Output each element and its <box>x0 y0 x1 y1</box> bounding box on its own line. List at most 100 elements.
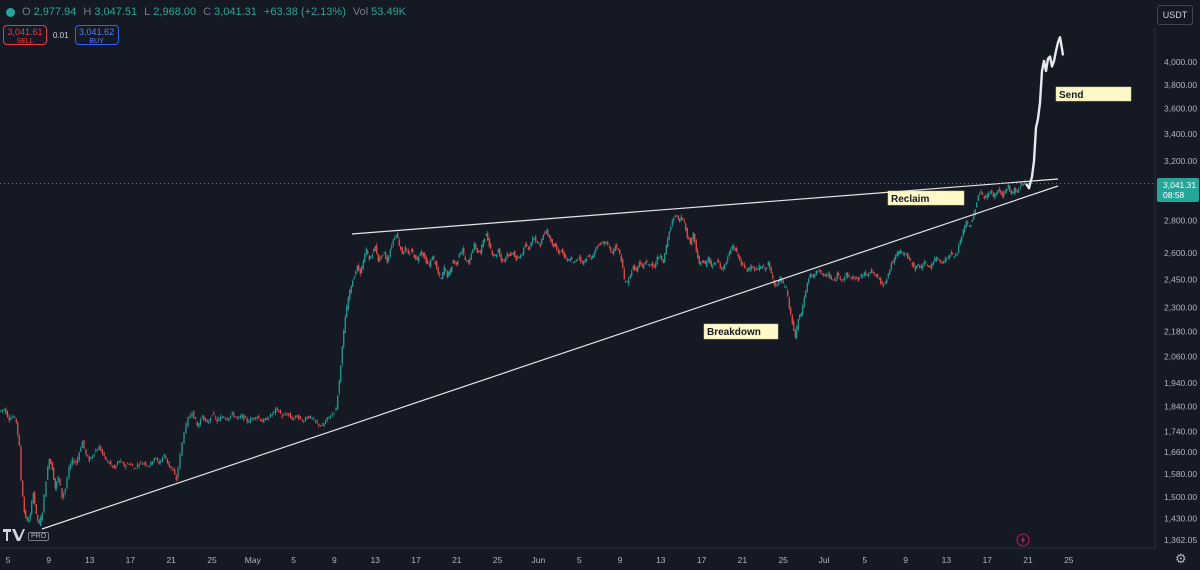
candle-body <box>811 274 813 276</box>
time-tick-label: 21 <box>452 555 462 565</box>
time-tick-label: 13 <box>942 555 952 565</box>
candle-body <box>126 463 129 465</box>
candle-body <box>950 251 952 255</box>
candle-body <box>347 297 349 310</box>
candle-body <box>1024 181 1026 183</box>
candle-body <box>439 273 441 276</box>
candle-body <box>194 417 197 420</box>
candle-body <box>940 260 942 263</box>
candle-body <box>224 418 227 420</box>
candle-body <box>529 246 531 250</box>
candle-body <box>962 229 964 236</box>
tradingview-logo[interactable]: PRO <box>3 529 50 544</box>
candle-body <box>520 255 522 258</box>
candle-body <box>772 275 774 279</box>
candle-body <box>219 416 222 422</box>
candle-body <box>93 453 95 456</box>
high-label: H <box>83 6 92 18</box>
candle-body <box>3 409 5 411</box>
price-tick-label: 2,450.00 <box>1164 274 1197 284</box>
candle-body <box>910 259 912 261</box>
candle-body <box>269 413 272 418</box>
candle-body <box>656 256 658 265</box>
annotation-breakdown[interactable]: Breakdown <box>703 323 779 340</box>
time-tick-label: 5 <box>577 555 582 565</box>
candle-body <box>545 230 547 234</box>
candle-body <box>802 306 804 315</box>
buy-button[interactable]: 3,041.62 BUY <box>74 25 119 45</box>
candle-body <box>547 229 549 235</box>
candle-body <box>664 253 666 263</box>
candle-body <box>436 261 438 269</box>
candle-body <box>517 256 519 259</box>
candle-body <box>515 256 517 261</box>
candle-body <box>187 417 189 426</box>
candle-body <box>177 467 179 479</box>
candle-body <box>251 418 253 420</box>
candle-body <box>434 261 436 265</box>
time-tick-label: May <box>245 555 262 565</box>
bolt-icon[interactable] <box>1016 533 1030 552</box>
wedge-lower-trendline[interactable] <box>41 185 1059 530</box>
sell-button[interactable]: 3,041.61 SELL <box>3 25 47 45</box>
candle-body <box>346 306 348 318</box>
candle-body <box>70 463 72 469</box>
candle-body <box>386 256 388 263</box>
candle-body <box>1 409 4 411</box>
candle-body <box>299 416 302 419</box>
annotation-send[interactable]: Send <box>1055 86 1132 102</box>
candle-body <box>596 246 598 249</box>
gear-icon[interactable]: ⚙ <box>1175 551 1187 566</box>
candle-body <box>575 260 577 262</box>
price-axis[interactable]: 4,000.00 3,800.00 3,600.00 3,400.00 3,200.00… <box>1154 28 1197 548</box>
candle-body <box>455 262 457 265</box>
candle-body <box>859 277 861 279</box>
candle-body <box>589 254 591 257</box>
candle-body <box>172 468 174 471</box>
candle-body <box>288 413 290 416</box>
close-value: 3,041.31 <box>214 6 257 18</box>
wedge-upper-trendline[interactable] <box>351 178 1059 235</box>
candle-body <box>201 416 203 419</box>
candle-body <box>54 478 56 489</box>
candle-body <box>118 460 120 463</box>
candle-body <box>239 416 242 418</box>
currency-selector[interactable]: USDT <box>1157 5 1193 25</box>
candle-body <box>791 315 793 324</box>
candle-body <box>890 263 892 270</box>
candle-body <box>917 263 919 266</box>
candle-body <box>410 250 412 252</box>
candle-body <box>983 196 985 199</box>
time-axis[interactable]: 5 9 13 17 21 25 May 5 9 13 17 21 25 Jun 5 9 13 17 21 25 Jul 5… <box>0 547 1155 565</box>
candle-body <box>53 468 55 480</box>
candle-body <box>502 258 504 261</box>
candle-body <box>268 418 270 420</box>
candle-body <box>806 282 808 292</box>
price-tick-label: 2,800.00 <box>1164 215 1197 225</box>
price-tick-label: 3,200.00 <box>1164 156 1197 166</box>
candle-body <box>95 450 97 453</box>
candle-body <box>370 256 372 259</box>
candle-body <box>283 414 285 416</box>
candle-body <box>163 454 165 457</box>
candle-body <box>259 418 262 421</box>
candle-body <box>595 248 597 252</box>
candle-body <box>128 464 130 465</box>
candle-body <box>776 284 778 286</box>
candle-body <box>301 420 303 422</box>
candle-body <box>448 271 450 277</box>
candle-body <box>1012 191 1014 194</box>
candle-body <box>198 422 200 428</box>
candle-body <box>362 260 364 269</box>
annotation-reclaim[interactable]: Reclaim <box>887 190 965 206</box>
candle-body <box>539 243 541 247</box>
candle-body <box>1022 183 1024 186</box>
candle-body <box>385 253 387 259</box>
candle-body <box>364 254 366 263</box>
candle-body <box>715 263 717 264</box>
candle-body <box>96 449 99 451</box>
candle-body <box>851 277 853 280</box>
candle-body <box>276 407 278 410</box>
candle-body <box>100 446 102 452</box>
